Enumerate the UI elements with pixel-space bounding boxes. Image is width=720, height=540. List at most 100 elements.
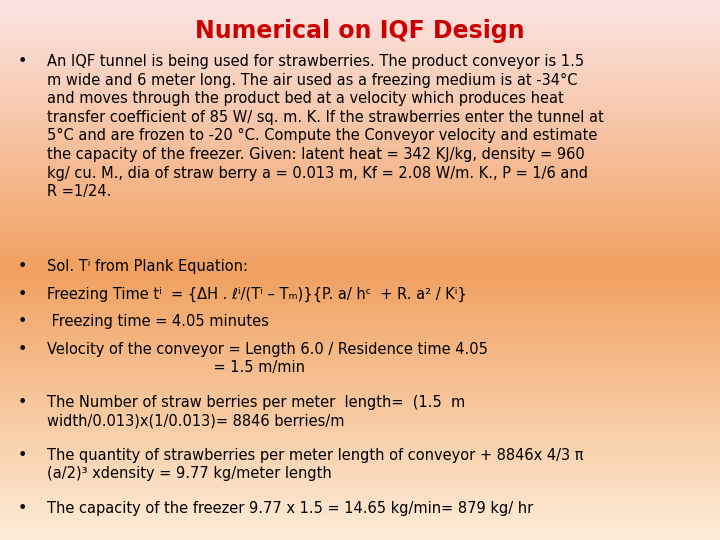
Bar xyxy=(0,136,720,137)
Bar xyxy=(0,91,720,92)
Bar xyxy=(0,303,720,304)
Bar xyxy=(0,448,720,449)
Bar xyxy=(0,455,720,456)
Bar xyxy=(0,240,720,241)
Bar xyxy=(0,538,720,539)
Bar xyxy=(0,434,720,435)
Bar xyxy=(0,325,720,326)
Bar xyxy=(0,290,720,291)
Bar xyxy=(0,364,720,365)
Bar xyxy=(0,38,720,39)
Bar xyxy=(0,77,720,78)
Bar xyxy=(0,221,720,222)
Bar xyxy=(0,531,720,532)
Bar xyxy=(0,329,720,330)
Text: Velocity of the conveyor = Length 6.0 / Residence time 4.05
                    : Velocity of the conveyor = Length 6.0 / … xyxy=(47,342,487,375)
Bar xyxy=(0,217,720,218)
Bar xyxy=(0,386,720,387)
Bar xyxy=(0,343,720,344)
Bar xyxy=(0,66,720,67)
Bar xyxy=(0,350,720,351)
Bar xyxy=(0,243,720,244)
Bar xyxy=(0,259,720,260)
Bar xyxy=(0,300,720,301)
Bar xyxy=(0,239,720,240)
Bar xyxy=(0,102,720,103)
Bar xyxy=(0,504,720,505)
Bar xyxy=(0,57,720,58)
Bar xyxy=(0,13,720,14)
Bar xyxy=(0,285,720,286)
Bar xyxy=(0,183,720,184)
Bar xyxy=(0,260,720,261)
Bar xyxy=(0,435,720,436)
Text: •: • xyxy=(18,54,27,69)
Bar xyxy=(0,402,720,403)
Bar xyxy=(0,76,720,77)
Bar xyxy=(0,20,720,21)
Bar xyxy=(0,452,720,453)
Bar xyxy=(0,251,720,252)
Bar xyxy=(0,471,720,472)
Bar xyxy=(0,392,720,393)
Bar xyxy=(0,518,720,519)
Bar xyxy=(0,335,720,336)
Bar xyxy=(0,257,720,258)
Bar xyxy=(0,184,720,185)
Bar xyxy=(0,488,720,489)
Bar xyxy=(0,224,720,225)
Bar xyxy=(0,11,720,12)
Bar xyxy=(0,457,720,458)
Bar xyxy=(0,479,720,480)
Bar xyxy=(0,361,720,362)
Bar xyxy=(0,268,720,269)
Bar xyxy=(0,320,720,321)
Bar xyxy=(0,85,720,86)
Bar xyxy=(0,89,720,90)
Bar xyxy=(0,215,720,216)
Bar xyxy=(0,88,720,89)
Bar xyxy=(0,42,720,43)
Bar xyxy=(0,178,720,179)
Text: An IQF tunnel is being used for strawberries. The product conveyor is 1.5
m wide: An IQF tunnel is being used for strawber… xyxy=(47,54,603,199)
Bar xyxy=(0,423,720,424)
Bar xyxy=(0,196,720,197)
Bar xyxy=(0,137,720,138)
Bar xyxy=(0,250,720,251)
Bar xyxy=(0,47,720,48)
Bar xyxy=(0,485,720,486)
Bar xyxy=(0,516,720,517)
Bar xyxy=(0,391,720,392)
Bar xyxy=(0,431,720,432)
Bar xyxy=(0,195,720,196)
Bar xyxy=(0,460,720,461)
Bar xyxy=(0,376,720,377)
Bar xyxy=(0,65,720,66)
Bar xyxy=(0,342,720,343)
Bar xyxy=(0,254,720,255)
Bar xyxy=(0,496,720,497)
Bar xyxy=(0,466,720,467)
Bar xyxy=(0,90,720,91)
Bar xyxy=(0,262,720,263)
Bar xyxy=(0,113,720,114)
Bar xyxy=(0,79,720,80)
Bar xyxy=(0,440,720,441)
Bar xyxy=(0,98,720,99)
Bar xyxy=(0,234,720,235)
Bar xyxy=(0,327,720,328)
Bar xyxy=(0,99,720,100)
Bar xyxy=(0,233,720,234)
Bar xyxy=(0,124,720,125)
Bar xyxy=(0,459,720,460)
Bar xyxy=(0,323,720,324)
Text: Freezing Time tⁱ  = {ΔH . ℓⁱ/(Tⁱ – Tₘ)}{P. a/ hᶜ  + R. a² / Kⁱ}: Freezing Time tⁱ = {ΔH . ℓⁱ/(Tⁱ – Tₘ)}{P… xyxy=(47,287,467,302)
Bar xyxy=(0,355,720,356)
Bar xyxy=(0,311,720,312)
Bar xyxy=(0,510,720,511)
Bar xyxy=(0,53,720,54)
Bar xyxy=(0,23,720,24)
Bar xyxy=(0,222,720,223)
Bar xyxy=(0,321,720,322)
Bar xyxy=(0,212,720,213)
